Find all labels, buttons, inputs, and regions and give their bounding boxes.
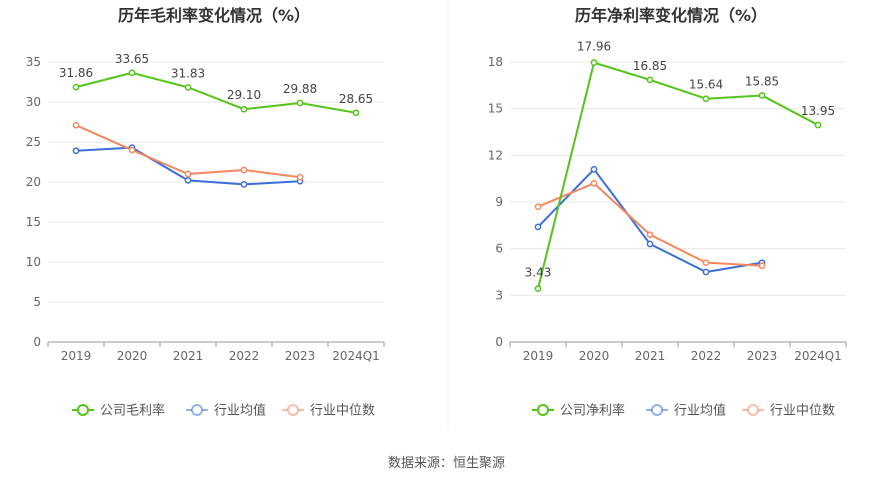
- data-point-company: [758, 92, 766, 99]
- legend-item-industry_avg[interactable]: 行业均值: [646, 403, 726, 419]
- legend-label: 行业均值: [214, 403, 266, 419]
- x-tick-label: 2021: [635, 349, 666, 363]
- y-tick-label: 9: [495, 195, 503, 209]
- series-line-industry_median: [75, 124, 301, 179]
- data-point-industry_median: [184, 170, 192, 178]
- data-point-industry_median: [702, 259, 710, 267]
- data-point-industry_median: [240, 166, 248, 174]
- x-tick-label: 2020: [117, 349, 148, 363]
- x-tick-label: 2021: [173, 349, 204, 363]
- y-tick-label: 5: [33, 295, 41, 309]
- data-point-industry_median: [758, 262, 766, 270]
- data-point-industry_avg: [72, 147, 80, 155]
- chart-title: 历年净利率变化情况（%）: [575, 6, 767, 25]
- legend-label: 公司毛利率: [100, 403, 165, 419]
- legend-item-industry_median[interactable]: 行业中位数: [742, 404, 835, 419]
- y-tick-label: 12: [488, 148, 503, 162]
- x-tick-label: 2019: [523, 349, 554, 363]
- chart-title: 历年毛利率变化情况（%）: [118, 6, 310, 25]
- x-tick-label: 2023: [285, 349, 316, 363]
- gross-margin-chart: 历年毛利率变化情况（%） 0 5 10 15 20 25 30 35 2019 2020 2021 20…: [26, 6, 385, 419]
- data-label: 16.85: [633, 59, 667, 73]
- data-label: 31.83: [171, 66, 205, 80]
- data-label: 29.10: [227, 88, 261, 102]
- data-point-company: [352, 109, 360, 117]
- data-point-company: [72, 83, 80, 91]
- data-point-industry_median: [534, 203, 542, 211]
- legend-item-industry_median[interactable]: 行业中位数: [282, 404, 375, 419]
- x-tick-label: 2024Q1: [794, 349, 842, 363]
- y-tick-label: 15: [26, 215, 41, 229]
- data-point-industry_avg: [240, 181, 248, 188]
- legend-swatch-marker: [747, 404, 759, 416]
- data-point-industry_median: [128, 146, 136, 154]
- data-point-industry_median: [72, 121, 80, 129]
- legend-label: 公司净利率: [560, 403, 625, 419]
- legend-item-industry_avg[interactable]: 行业均值: [186, 403, 266, 419]
- data-point-industry_median: [296, 173, 304, 181]
- data-point-company: [296, 99, 304, 107]
- y-tick-label: 0: [33, 335, 41, 349]
- data-label: 33.65: [115, 52, 149, 66]
- x-tick-label: 2020: [579, 349, 610, 363]
- data-label: 28.65: [339, 92, 373, 106]
- data-point-company: [702, 95, 710, 103]
- y-tick-label: 0: [495, 335, 503, 349]
- net-margin-chart: 历年净利率变化情况（%） 0 3 6 9 12 15 18 2019 2020 2021 2022 20…: [488, 6, 847, 419]
- legend-item-company[interactable]: 公司毛利率: [72, 403, 165, 419]
- data-label: 17.96: [577, 40, 611, 54]
- data-label: 15.64: [689, 78, 723, 92]
- y-tick-label: 35: [26, 55, 41, 69]
- legend-swatch-marker: [287, 404, 299, 416]
- data-point-company: [534, 285, 542, 292]
- x-tick-label: 2022: [691, 349, 722, 363]
- legend-swatch-marker: [537, 404, 549, 416]
- data-point-industry_avg: [646, 240, 654, 248]
- data-source-note: 数据来源：恒生聚源: [387, 456, 505, 471]
- data-point-company: [240, 105, 248, 113]
- data-point-industry_median: [590, 179, 598, 187]
- data-point-company: [814, 121, 822, 129]
- data-point-industry_avg: [534, 223, 542, 231]
- y-tick-label: 6: [495, 242, 503, 256]
- data-point-company: [590, 59, 598, 66]
- y-tick-label: 25: [26, 135, 41, 149]
- series-line-company: [75, 71, 357, 114]
- data-point-company: [128, 69, 136, 77]
- legend-label: 行业中位数: [310, 404, 375, 419]
- y-tick-label: 20: [26, 175, 41, 189]
- x-tick-label: 2022: [229, 349, 260, 363]
- data-label: 13.95: [801, 104, 835, 118]
- data-label: 29.88: [283, 82, 317, 96]
- x-tick-label: 2023: [747, 349, 778, 363]
- data-point-industry_avg: [184, 177, 192, 184]
- series-line-industry_avg: [537, 168, 763, 273]
- legend-swatch-marker: [651, 404, 663, 416]
- legend-label: 行业均值: [674, 403, 726, 419]
- legend-swatch-marker: [191, 404, 203, 416]
- x-tick-label: 2019: [61, 349, 92, 363]
- y-tick-label: 10: [26, 255, 41, 269]
- data-point-company: [184, 84, 192, 91]
- data-label: 15.85: [745, 74, 779, 88]
- y-tick-label: 30: [26, 95, 41, 109]
- y-tick-label: 3: [495, 288, 503, 302]
- data-label: 3.43: [525, 266, 552, 280]
- data-point-industry_avg: [590, 165, 598, 173]
- legend-item-company[interactable]: 公司净利率: [532, 403, 625, 419]
- legend-label: 行业中位数: [770, 404, 835, 419]
- data-point-industry_avg: [702, 268, 710, 276]
- legend-swatch-marker: [77, 404, 89, 416]
- series-line-company: [537, 61, 819, 289]
- y-tick-label: 18: [488, 55, 503, 69]
- data-point-industry_median: [646, 231, 654, 239]
- y-tick-label: 15: [488, 102, 503, 116]
- data-label: 31.86: [59, 66, 93, 80]
- x-tick-label: 2024Q1: [332, 349, 380, 363]
- series-line-industry_median: [537, 182, 763, 267]
- data-point-company: [646, 76, 654, 84]
